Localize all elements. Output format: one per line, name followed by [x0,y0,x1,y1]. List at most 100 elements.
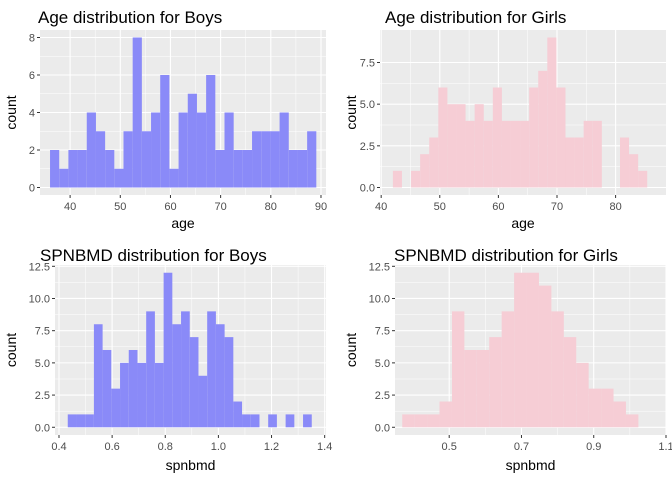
histogram-bar [601,388,614,428]
histogram-bar [565,137,575,188]
histogram-bar [154,362,164,428]
histogram-bar [483,120,493,188]
histogram-bar [198,375,208,428]
x-tick-label: 1.0 [211,441,226,453]
x-tick-label: 0.7 [514,441,529,453]
x-axis-title: spnbmd [166,457,216,473]
chart-title: SPNBMD distribution for Girls [394,246,618,265]
x-tick-label: 0.5 [442,441,457,453]
chart-panel-4: 0.5 0.7 0.9 1.1 0.0 2.5 5.0 7.5 10.0 12.5 SPNBMD d… [343,246,672,473]
y-tick-label: 2.5 [360,141,375,153]
histogram-bar [68,150,78,188]
y-tick-label: 12.5 [29,261,50,273]
histogram-bar [95,131,106,188]
y-tick-label: 8 [29,33,35,45]
histogram-bar [181,311,190,428]
x-tick-label: 80 [265,201,277,213]
chart-title: Age distribution for Boys [38,8,222,27]
x-tick-label: 70 [215,201,227,213]
histogram-bar [172,324,182,428]
histogram-bar [59,168,69,188]
histogram-bar [465,120,475,188]
histogram-bar [501,120,511,188]
histogram-bar [629,154,639,188]
x-tick-label: 50 [434,201,446,213]
histogram-bar [526,272,539,428]
y-tick-label: 0.0 [375,422,390,434]
y-tick-label: 2.5 [35,390,50,402]
histogram-bar [529,87,539,188]
y-tick-label: 4 [29,108,35,120]
histogram-bar [120,362,129,428]
histogram-bar [514,272,527,428]
histogram-bar [556,87,566,188]
histogram-bar [86,112,96,188]
histogram-bar [224,337,234,428]
x-tick-label: 80 [609,201,621,213]
y-axis-title: count [3,333,19,367]
histogram-bar [268,414,277,428]
histogram-bar [261,131,271,188]
histogram-bar [592,120,602,188]
x-tick-label: 1.2 [264,441,279,453]
y-tick-label: 5.0 [360,99,375,111]
y-axis-title: count [343,333,359,367]
x-tick-label: 40 [64,201,76,213]
histogram-bar [111,388,121,428]
histogram-bar [250,414,260,428]
histogram-bar [93,324,103,428]
y-tick-label: 0.0 [35,422,50,434]
y-tick-label: 10.0 [29,293,50,305]
x-axis-title: spnbmd [506,457,556,473]
histogram-bar [163,272,173,428]
histogram-bar [132,37,142,188]
histogram-bar [439,401,452,428]
y-axis-title: count [343,95,359,129]
histogram-bar [392,170,402,188]
y-tick-label: 0.0 [360,183,375,195]
histogram-bar [411,170,421,188]
histogram-bar [427,414,440,428]
histogram-bar [215,324,225,428]
histogram-bar [102,350,112,428]
histogram-bar [625,414,639,428]
x-tick-label: 1.4 [317,441,332,453]
histogram-bar [206,75,216,188]
y-tick-label: 10.0 [369,293,390,305]
histogram-bar [438,87,448,188]
x-axis-title: age [511,215,535,231]
histogram-bar [474,104,484,188]
y-tick-label: 5.0 [375,358,390,370]
histogram-bar [146,311,155,428]
histogram-bar [402,414,415,428]
histogram-bar [242,414,251,428]
y-tick-label: 7.5 [360,58,375,70]
y-tick-label: 7.5 [35,326,50,338]
x-tick-label: 90 [315,201,327,213]
x-tick-label: 70 [551,201,563,213]
histogram-bar [207,311,216,428]
histogram-bar [128,350,138,428]
x-tick-label: 1.1 [658,441,672,453]
histogram-bar [178,112,188,188]
histogram-bar [77,150,87,188]
x-tick-label: 0.9 [586,441,601,453]
x-tick-label: 0.8 [158,441,173,453]
histogram-bar [270,131,280,188]
y-tick-label: 5.0 [35,358,50,370]
histogram-bar [233,150,243,188]
chart-title: SPNBMD distribution for Boys [40,246,267,265]
x-tick-label: 40 [375,201,387,213]
histogram-bar [189,337,199,428]
x-tick-label: 60 [164,201,176,213]
histogram-bar [520,120,530,188]
histogram-bar [187,93,197,188]
histogram-bar [114,168,124,188]
y-axis-title: count [3,95,19,129]
histogram-bar [538,70,548,188]
histogram-bar [489,337,502,428]
histogram-bar [50,150,60,188]
x-axis-title: age [171,215,195,231]
